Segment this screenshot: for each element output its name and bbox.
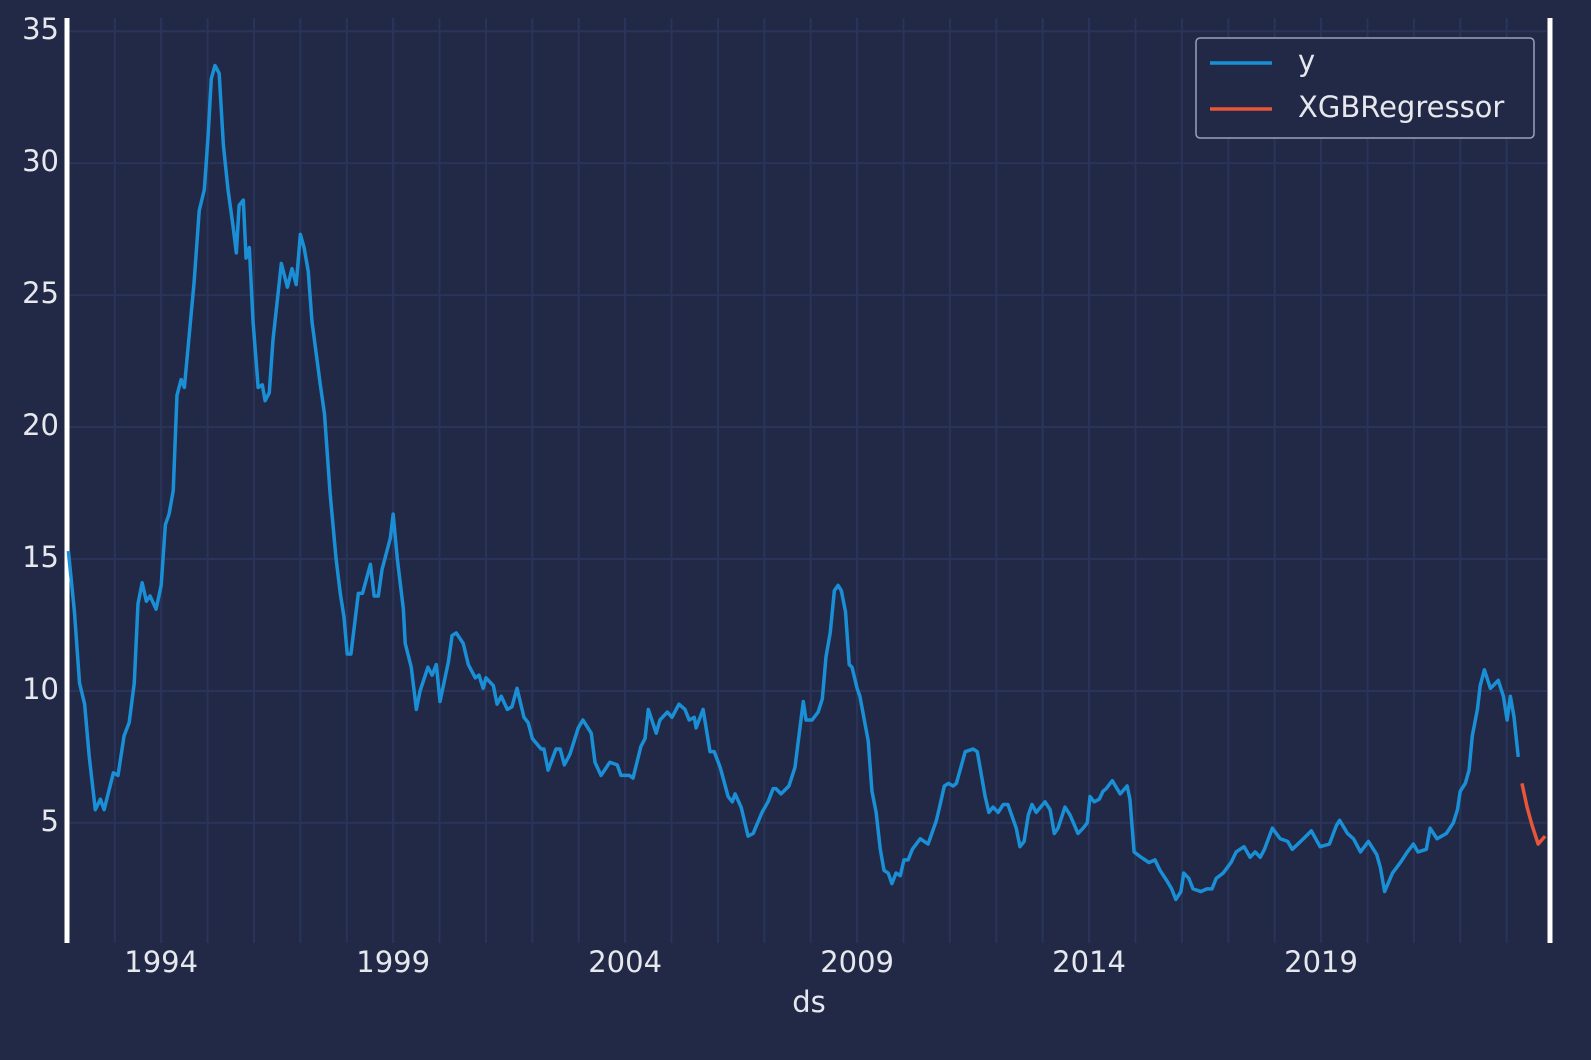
y-tick-label: 20 <box>22 408 59 442</box>
x-axis-label: ds <box>792 985 826 1019</box>
legend-label: XGBRegressor <box>1298 90 1504 124</box>
y-tick-label: 5 <box>41 804 59 838</box>
x-tick-label: 2019 <box>1284 945 1358 979</box>
y-tick-label: 35 <box>22 12 59 46</box>
x-tick-label: 1999 <box>356 945 430 979</box>
y-tick-label: 30 <box>22 144 59 178</box>
y-tick-label: 10 <box>22 672 59 706</box>
data-line <box>1520 782 1547 846</box>
x-tick-label: 1994 <box>124 945 198 979</box>
data-line <box>66 63 1520 902</box>
legend-box <box>1195 37 1535 139</box>
y-tick-label: 15 <box>22 540 59 574</box>
x-tick-label: 2009 <box>820 945 894 979</box>
y-tick-label: 25 <box>22 276 59 310</box>
x-tick-label: 2014 <box>1052 945 1126 979</box>
legend-label: y <box>1298 44 1315 78</box>
x-tick-label: 2004 <box>588 945 662 979</box>
